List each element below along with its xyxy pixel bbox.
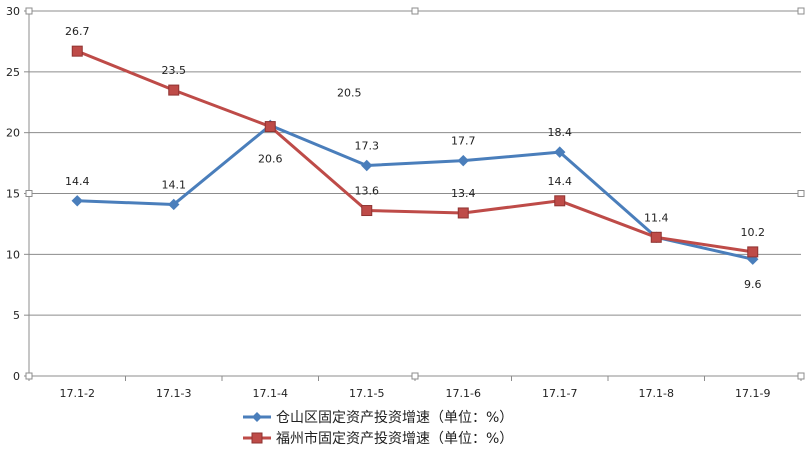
- data-point-diamond: [554, 146, 566, 158]
- data-label: 17.7: [451, 135, 476, 148]
- y-tick-labels: 0 5 10 15 20 25 30: [6, 5, 20, 383]
- data-labels: 14.4 14.1 20.6 17.3 17.7 18.4 11.4 9.6 26.7 23.5 2…: [65, 25, 765, 291]
- data-label: 17.3: [355, 140, 380, 153]
- x-tick-label: 17.1-3: [156, 387, 191, 400]
- data-point-square: [361, 205, 373, 217]
- data-point-square: [554, 195, 566, 207]
- legend-marker-square: [251, 432, 263, 444]
- data-label: 18.4: [548, 126, 573, 139]
- data-point-square: [747, 246, 759, 258]
- y-tick-label: 0: [13, 370, 20, 383]
- data-label: 13.4: [451, 187, 476, 200]
- data-label: 10.2: [741, 226, 766, 239]
- axes: [24, 10, 802, 381]
- data-point-square: [264, 121, 276, 133]
- x-tick-label: 17.1-9: [735, 387, 770, 400]
- x-tick-label: 17.1-2: [60, 387, 95, 400]
- series-group: [71, 45, 759, 265]
- series-line: [77, 123, 754, 261]
- data-label: 23.5: [162, 64, 187, 77]
- data-label: 13.6: [355, 185, 380, 198]
- data-point-diamond: [71, 195, 83, 207]
- x-tick-label: 17.1-5: [349, 387, 384, 400]
- legend[interactable]: 仓山区固定资产投资增速（单位：%） 福州市固定资产投资增速（单位：%）: [243, 410, 513, 447]
- resize-handle[interactable]: [411, 7, 419, 15]
- resize-handle[interactable]: [25, 190, 33, 197]
- data-point-square: [457, 207, 469, 219]
- data-label: 20.5: [337, 87, 362, 100]
- data-point-square: [168, 84, 180, 96]
- legend-entry-label[interactable]: 福州市固定资产投资增速（单位：%）: [276, 430, 513, 447]
- y-tick-label: 20: [6, 127, 20, 140]
- x-tick-labels: 17.1-2 17.1-3 17.1-4 17.1-5 17.1-6 17.1-7 17.1…: [60, 387, 771, 400]
- data-label: 11.4: [644, 211, 669, 224]
- selection-handles[interactable]: [25, 7, 805, 380]
- x-tick-label: 17.1-4: [253, 387, 288, 400]
- data-label: 14.4: [548, 175, 573, 188]
- resize-handle[interactable]: [797, 372, 805, 380]
- legend-entry-label[interactable]: 仓山区固定资产投资增速（单位：%）: [276, 410, 513, 426]
- data-label: 9.6: [744, 278, 762, 291]
- y-tick-label: 25: [6, 66, 20, 79]
- data-point-diamond: [361, 159, 373, 172]
- x-tick-label: 17.1-6: [446, 387, 481, 400]
- data-point-diamond: [168, 198, 180, 211]
- y-tick-label: 15: [6, 188, 20, 201]
- resize-handle[interactable]: [25, 7, 33, 15]
- x-tick-label: 17.1-8: [639, 387, 674, 400]
- data-point-square: [650, 231, 662, 243]
- data-label: 14.1: [162, 178, 187, 191]
- data-point-square: [71, 45, 83, 57]
- x-tick-label: 17.1-7: [542, 387, 577, 400]
- data-label: 20.6: [258, 152, 283, 165]
- y-tick-label: 5: [13, 309, 20, 322]
- y-tick-label: 10: [6, 248, 20, 261]
- series-line: [76, 49, 753, 254]
- legend-marker-diamond: [252, 412, 262, 422]
- data-label: 14.4: [65, 175, 90, 188]
- data-label: 26.7: [65, 25, 90, 38]
- resize-handle[interactable]: [411, 372, 419, 380]
- data-point-diamond: [457, 154, 469, 167]
- resize-handle[interactable]: [25, 372, 33, 380]
- resize-handle[interactable]: [797, 7, 805, 15]
- resize-handle[interactable]: [797, 190, 805, 197]
- y-tick-label: 30: [6, 5, 20, 18]
